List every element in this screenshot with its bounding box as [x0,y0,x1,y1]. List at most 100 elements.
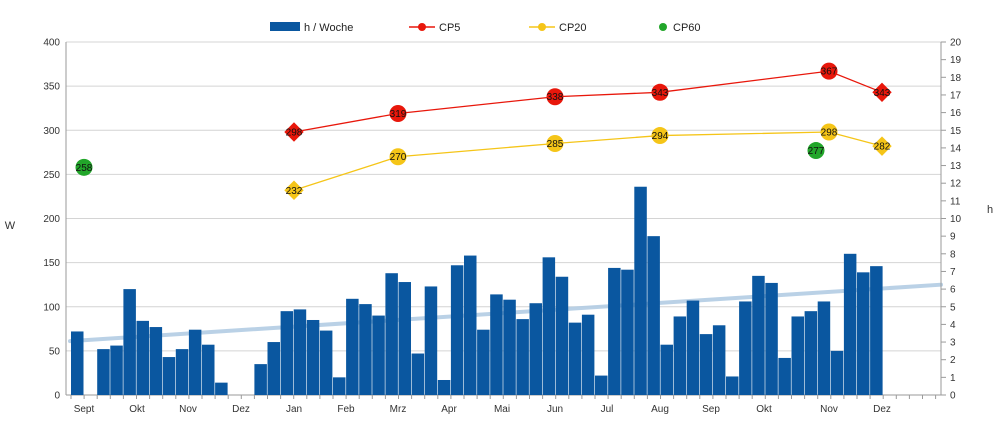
cp5-point [820,62,838,80]
point-markers: 298 319 338 343 367 343 232 270 285 294 298 282 258 2… [75,62,892,200]
bar [503,299,516,395]
bar [752,275,765,395]
y-right-tick-label: 1 [950,373,956,384]
bar [647,236,660,395]
bar [660,344,673,395]
x-tick-label: Nov [820,404,838,415]
y-right-tick-label: 11 [950,196,961,207]
y-left-tick-label: 350 [43,82,60,93]
bar [464,255,477,395]
bar [726,376,739,395]
bar [608,267,621,395]
data-label: 343 [652,88,669,99]
bar [437,379,451,395]
y-right-tick-label: 19 [950,55,962,66]
bar [136,320,149,395]
bar [529,303,542,395]
cp20-point [651,127,669,145]
y-right-tick-label: 6 [950,285,956,296]
bar [215,382,228,395]
legend-item-label: CP20 [559,22,587,34]
bar [162,357,176,395]
bar [398,282,411,395]
bar [424,286,438,395]
cp20-point [872,136,892,156]
bar [477,329,490,395]
y-left-tick-label: 150 [43,258,60,269]
bar [372,315,385,395]
y-left-tick-label: 300 [43,126,60,137]
legend-item-label: CP5 [439,22,460,34]
legend-marker [418,23,426,31]
y-left-tick-label: 200 [43,214,60,225]
cp20-line [293,131,883,191]
y-right-tick-label: 3 [950,338,956,349]
bar [385,273,398,395]
bar [621,269,634,395]
y-left-tick-label: 0 [54,391,60,402]
bar [306,319,320,395]
bar [595,375,608,395]
bar [280,311,294,395]
bar [765,282,778,395]
y-right-tick-label: 16 [950,108,962,119]
bar [175,349,189,395]
data-label: 285 [547,139,564,150]
bar [293,309,307,395]
y-right-tick-label: 14 [950,143,962,154]
bar [830,350,844,395]
bar [267,342,280,395]
x-tick-label: Aug [651,404,669,415]
bar [712,325,726,395]
data-label: 258 [76,163,93,174]
bar [817,301,831,395]
y-right-tick-label: 12 [950,179,962,190]
y-right-tick-label: 5 [950,302,956,313]
x-tick-label: Apr [441,404,457,415]
bar-series [71,186,883,395]
bar [699,334,713,395]
bar [110,345,123,395]
bar [97,349,110,395]
cp5-point [389,104,407,122]
y-right-tick-label: 2 [950,355,956,366]
x-tick-label: Sept [74,404,95,415]
x-tick-label: Okt [756,404,772,415]
y-right-tick-label: 15 [950,126,962,137]
cp5-point [284,122,304,142]
x-tick-label: Mai [494,404,510,415]
y-left-tick-label: 250 [43,170,60,181]
bar [333,377,346,395]
bar [778,357,791,395]
x-tick-label: Nov [179,404,197,415]
legend-item-label: h / Woche [304,22,353,34]
bar [542,257,556,395]
bar [857,272,870,395]
cp60-point [75,158,93,176]
data-label: 319 [390,109,407,120]
legend-item-label: CP60 [673,22,701,34]
cp5-point [546,88,564,106]
data-label: 277 [808,146,825,157]
x-tick-label: Dez [232,404,250,415]
cp60-point [807,142,825,160]
bar [673,316,687,395]
bar [202,344,215,395]
bar [634,186,647,395]
y-axis-left-title: W [5,220,16,232]
bar [555,276,569,395]
y-right-tick-label: 13 [950,161,962,172]
cp20-point [389,148,407,166]
bar [516,319,529,395]
y-right-tick-label: 7 [950,267,956,278]
data-label: 294 [652,131,669,142]
bar [581,314,595,395]
bar [870,266,883,395]
cp5-line [293,70,883,133]
data-label: 343 [874,88,891,99]
line-series [293,70,883,191]
x-tick-label: Jul [601,404,614,415]
cp5-point [872,82,892,103]
bar [71,331,84,395]
bar [123,289,136,395]
